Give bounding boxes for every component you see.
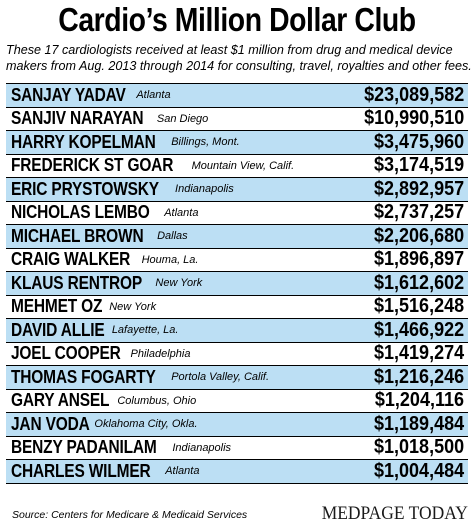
table-row: FREDERICK ST GOAR Mountain View, Calif. $3… — [6, 154, 468, 178]
row-location: New York — [155, 277, 203, 290]
row-location: Atlanta — [165, 465, 200, 478]
row-amount: $1,216,246 — [373, 365, 464, 388]
row-location: Philadelphia — [130, 347, 191, 360]
source-note: Source: Centers for Medicare & Medicaid … — [12, 509, 248, 521]
row-location: Houma, La. — [141, 253, 199, 266]
row-location: Oklahoma City, Okla. — [94, 418, 198, 431]
row-location: New York — [109, 300, 157, 313]
table-row: CRAIG WALKER Houma, La. $1,896,897 — [6, 248, 468, 272]
row-name: FREDERICK ST GOAR — [11, 155, 174, 176]
table-row: GARY ANSEL Columbus, Ohio $1,204,116 — [6, 389, 468, 413]
row-amount: $1,018,500 — [373, 436, 464, 459]
row-amount: $1,466,922 — [373, 318, 464, 341]
table-row: SANJIV NARAYAN San Diego $10,990,510 — [6, 107, 468, 131]
row-amount: $1,516,248 — [373, 295, 464, 318]
row-amount: $1,189,484 — [373, 412, 464, 435]
row-name: KLAUS RENTROP — [11, 272, 143, 293]
row-amount: $3,174,519 — [373, 154, 464, 177]
table-row: KLAUS RENTROP New York $1,612,602 — [6, 272, 468, 296]
row-name: SANJAY YADAV — [11, 84, 126, 105]
row-name: JAN VODA — [11, 413, 90, 434]
row-location: San Diego — [156, 112, 209, 125]
table-row: JAN VODA Oklahoma City, Okla. $1,189,484 — [6, 413, 468, 437]
table-row: MEHMET OZ New York $1,516,248 — [6, 295, 468, 319]
table-row: SANJAY YADAV Atlanta $23,089,582 — [6, 84, 468, 108]
row-name: MEHMET OZ — [11, 296, 103, 317]
table-row: NICHOLAS LEMBO Atlanta $2,737,257 — [6, 201, 468, 225]
row-name: MICHAEL BROWN — [11, 225, 144, 246]
row-location: Billings, Mont. — [171, 136, 240, 149]
row-amount: $1,419,274 — [373, 342, 464, 365]
cardiologist-table: SANJAY YADAV Atlanta $23,089,582 SANJIV NAR… — [6, 83, 468, 484]
row-name: DAVID ALLIE — [11, 319, 105, 340]
row-name: THOMAS FOGARTY — [11, 366, 156, 387]
row-amount: $1,612,602 — [373, 271, 464, 294]
row-name: HARRY KOPELMAN — [11, 131, 156, 152]
row-name: CHARLES WILMER — [11, 460, 151, 481]
table-row: HARRY KOPELMAN Billings, Mont. $3,475,960 — [6, 131, 468, 155]
row-amount: $1,204,116 — [374, 389, 464, 412]
row-name: NICHOLAS LEMBO — [11, 202, 150, 223]
row-amount: $10,990,510 — [363, 107, 464, 130]
table-row: BENZY PADANILAM Indianapolis $1,018,500 — [6, 436, 468, 460]
publisher-logo: MEDPAGE TODAY — [321, 503, 468, 524]
row-amount: $2,737,257 — [373, 201, 464, 224]
table-row: CHARLES WILMER Atlanta $1,004,484 — [6, 460, 468, 484]
row-name: BENZY PADANILAM — [11, 437, 157, 458]
row-name: GARY ANSEL — [11, 390, 110, 411]
table-row: MICHAEL BROWN Dallas $2,206,680 — [6, 225, 468, 249]
row-amount: $1,896,897 — [373, 248, 464, 271]
row-location: Portola Valley, Calif. — [171, 371, 270, 384]
row-name: ERIC PRYSTOWSKY — [11, 178, 159, 199]
row-amount: $1,004,484 — [373, 459, 464, 482]
row-location: Columbus, Ohio — [117, 394, 197, 407]
chart-title: Cardio’s Million Dollar Club — [58, 1, 416, 38]
table-row: THOMAS FOGARTY Portola Valley, Calif. $1,2… — [6, 366, 468, 390]
row-location: Mountain View, Calif. — [191, 159, 295, 172]
row-name: JOEL COOPER — [11, 343, 121, 364]
row-location: Lafayette, La. — [111, 324, 179, 337]
table-row: JOEL COOPER Philadelphia $1,419,274 — [6, 342, 468, 366]
row-location: Indianapolis — [172, 441, 232, 454]
row-amount: $3,475,960 — [373, 130, 464, 153]
row-amount: $2,206,680 — [373, 224, 464, 247]
row-name: CRAIG WALKER — [11, 249, 131, 270]
row-location: Indianapolis — [175, 183, 234, 196]
table-row: DAVID ALLIE Lafayette, La. $1,466,922 — [6, 319, 468, 343]
row-location: Dallas — [157, 230, 188, 243]
chart-subtitle: These 17 cardiologists received at least… — [6, 43, 472, 73]
row-amount: $23,089,582 — [363, 83, 464, 106]
table-row: ERIC PRYSTOWSKY Indianapolis $2,892,957 — [6, 178, 468, 202]
row-amount: $2,892,957 — [373, 177, 464, 200]
row-location: Atlanta — [164, 206, 199, 219]
row-location: Atlanta — [136, 89, 171, 102]
row-name: SANJIV NARAYAN — [11, 108, 144, 129]
